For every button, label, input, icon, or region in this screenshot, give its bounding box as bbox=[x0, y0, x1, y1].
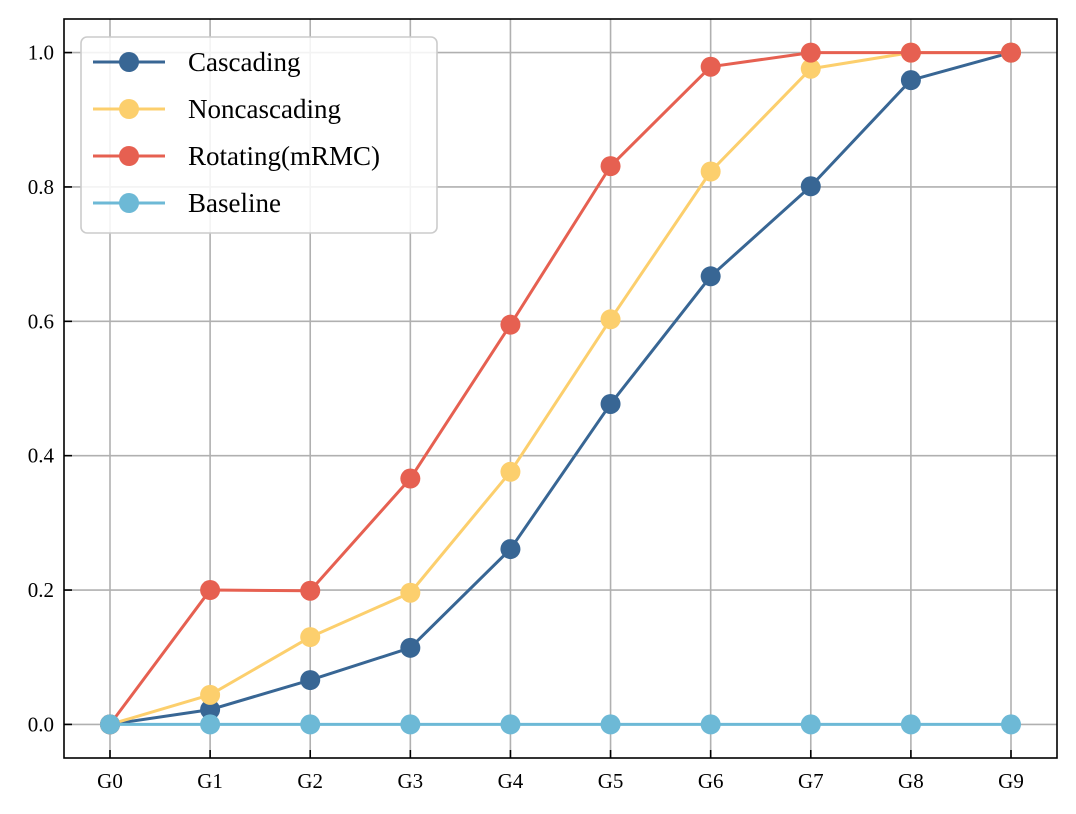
data-point bbox=[600, 714, 621, 735]
data-point bbox=[700, 56, 721, 77]
legend: Cascading Noncascading Rotating(mRMC) Basel… bbox=[80, 36, 438, 234]
data-point bbox=[1001, 42, 1021, 63]
x-tick-label: G4 bbox=[498, 769, 524, 793]
data-point bbox=[200, 580, 221, 601]
y-tick-label: 0.2 bbox=[28, 578, 54, 602]
series-3 bbox=[100, 714, 1021, 735]
data-point bbox=[400, 714, 421, 735]
series-2 bbox=[100, 42, 1021, 735]
data-point bbox=[800, 714, 821, 735]
series-line bbox=[108, 51, 1011, 726]
legend-swatch-marker bbox=[119, 99, 139, 119]
data-point bbox=[200, 699, 221, 720]
data-point bbox=[500, 714, 521, 735]
legend-label: Rotating(mRMC) bbox=[188, 141, 380, 171]
data-point bbox=[100, 714, 120, 735]
y-tick-label: 0.8 bbox=[28, 175, 54, 199]
data-point bbox=[800, 42, 821, 63]
y-tick-label: 0.6 bbox=[28, 309, 54, 333]
x-tick-label: G7 bbox=[798, 769, 824, 793]
legend-swatch-marker bbox=[119, 146, 139, 166]
x-tick-label: G9 bbox=[998, 769, 1024, 793]
plot-frame bbox=[63, 18, 1058, 759]
data-point bbox=[900, 70, 921, 91]
data-point bbox=[300, 580, 321, 601]
data-point bbox=[400, 637, 421, 658]
legend-label: Baseline bbox=[188, 188, 281, 218]
x-tick-label: G8 bbox=[898, 769, 924, 793]
data-point bbox=[200, 714, 221, 735]
legend-item: Noncascading bbox=[93, 94, 341, 124]
y-tick-label: 0.4 bbox=[28, 444, 55, 468]
legend-label: Noncascading bbox=[188, 94, 341, 124]
data-point bbox=[900, 42, 921, 63]
data-point bbox=[400, 582, 421, 603]
data-point bbox=[700, 714, 721, 735]
data-point bbox=[800, 58, 821, 79]
data-point bbox=[300, 627, 321, 648]
x-tick-label: G3 bbox=[397, 769, 423, 793]
legend-label: Cascading bbox=[188, 47, 300, 77]
data-point bbox=[500, 539, 521, 560]
data-point bbox=[400, 468, 421, 489]
data-point bbox=[700, 266, 721, 287]
data-point bbox=[600, 393, 621, 414]
x-tick-label: G2 bbox=[297, 769, 323, 793]
data-point bbox=[600, 309, 621, 330]
data-point bbox=[300, 714, 321, 735]
y-tick-label: 1.0 bbox=[28, 41, 54, 65]
series-line bbox=[109, 51, 1011, 726]
data-point bbox=[900, 714, 921, 735]
data-point bbox=[300, 670, 321, 691]
data-point bbox=[1001, 714, 1021, 735]
series-layer bbox=[100, 42, 1021, 735]
data-point bbox=[500, 461, 521, 482]
legend-item: Cascading bbox=[93, 47, 300, 77]
series-line bbox=[109, 51, 1012, 726]
legend-box bbox=[80, 36, 438, 234]
axis-ticks: G0 G1 G2 G3 G4 G5 G6 G7 G8 G9 0.0 0.2 0.4 0.6 0.8 1.0 bbox=[28, 41, 1024, 793]
x-tick-label: G6 bbox=[698, 769, 724, 793]
legend-swatch-marker bbox=[119, 193, 139, 213]
legend-item: Baseline bbox=[93, 188, 281, 218]
data-point bbox=[500, 314, 521, 335]
data-point bbox=[200, 684, 221, 705]
y-tick-label: 0.0 bbox=[28, 712, 54, 736]
data-point bbox=[600, 156, 621, 177]
data-point bbox=[800, 176, 821, 197]
legend-swatch-marker bbox=[119, 52, 139, 72]
x-tick-label: G5 bbox=[598, 769, 624, 793]
x-tick-label: G1 bbox=[197, 769, 223, 793]
legend-item: Rotating(mRMC) bbox=[93, 141, 380, 171]
data-point bbox=[700, 161, 721, 182]
x-tick-label: G0 bbox=[97, 769, 123, 793]
